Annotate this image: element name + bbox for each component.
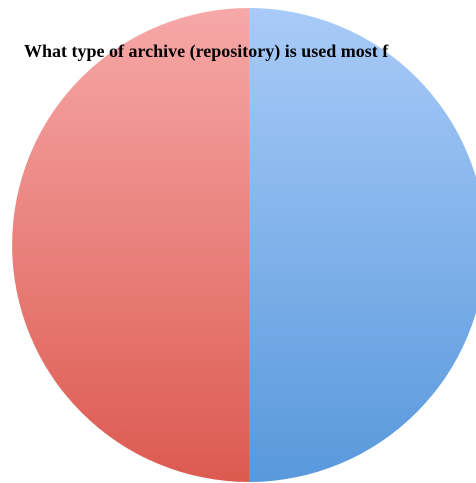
chart-title: What type of archive (repository) is use… [24,41,389,61]
pie-slice-2 [12,8,249,482]
pie-slice-1 [249,8,476,482]
pie-slices [12,8,476,482]
